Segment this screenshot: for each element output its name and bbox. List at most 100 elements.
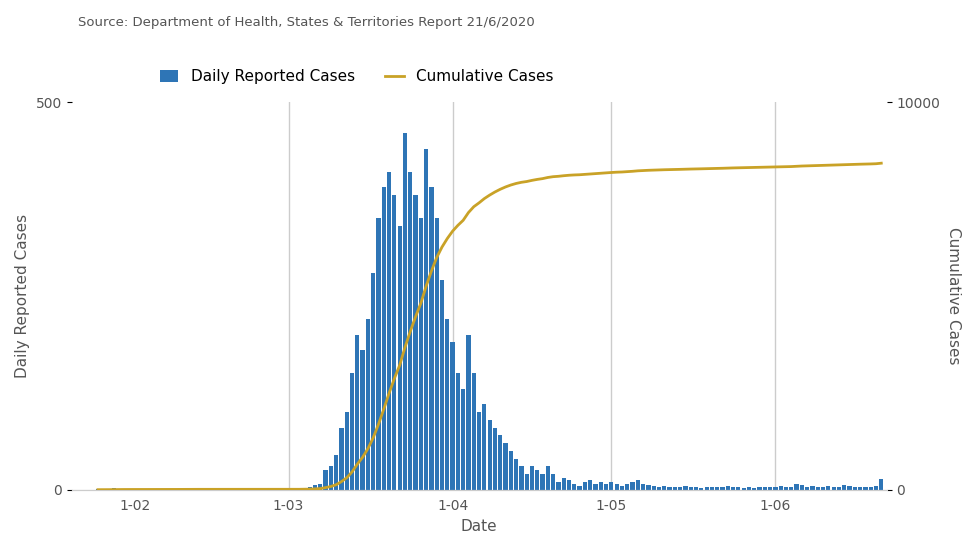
Bar bbox=[434, 219, 439, 490]
Bar bbox=[799, 485, 804, 490]
Bar bbox=[604, 484, 608, 490]
Bar bbox=[307, 488, 311, 490]
Bar bbox=[303, 488, 306, 490]
Bar bbox=[816, 488, 820, 490]
Bar bbox=[593, 484, 597, 490]
Bar bbox=[742, 488, 746, 490]
Bar bbox=[546, 467, 549, 490]
Bar bbox=[683, 486, 687, 490]
Bar bbox=[117, 489, 121, 490]
Bar bbox=[318, 484, 322, 490]
Bar bbox=[519, 467, 523, 490]
Bar bbox=[736, 488, 741, 490]
Bar bbox=[488, 420, 492, 490]
Bar bbox=[646, 485, 651, 490]
Bar bbox=[853, 486, 857, 490]
Bar bbox=[858, 486, 862, 490]
Bar bbox=[456, 373, 460, 490]
Bar bbox=[382, 187, 386, 490]
Bar bbox=[111, 488, 116, 490]
Bar bbox=[440, 281, 444, 490]
Bar bbox=[583, 482, 587, 490]
Bar bbox=[355, 335, 359, 490]
Bar bbox=[429, 187, 433, 490]
Bar bbox=[578, 486, 582, 490]
Bar bbox=[524, 474, 529, 490]
Bar bbox=[874, 486, 878, 490]
Bar bbox=[710, 486, 714, 490]
Bar bbox=[514, 459, 518, 490]
Bar bbox=[334, 455, 339, 490]
Bar bbox=[832, 488, 835, 490]
Bar bbox=[541, 474, 545, 490]
Bar bbox=[790, 486, 793, 490]
Bar bbox=[371, 273, 376, 490]
Bar bbox=[768, 488, 772, 490]
Bar bbox=[794, 484, 798, 490]
Bar bbox=[477, 412, 481, 490]
Legend: Daily Reported Cases, Cumulative Cases: Daily Reported Cases, Cumulative Cases bbox=[154, 63, 559, 91]
Bar bbox=[805, 486, 809, 490]
Bar bbox=[827, 486, 831, 490]
Bar bbox=[879, 479, 883, 490]
Text: Source: Department of Health, States & Territories Report 21/6/2020: Source: Department of Health, States & T… bbox=[78, 16, 535, 30]
Bar bbox=[641, 484, 645, 490]
Bar bbox=[705, 488, 709, 490]
Bar bbox=[392, 195, 396, 490]
Bar bbox=[551, 474, 555, 490]
Bar bbox=[731, 486, 735, 490]
Bar bbox=[609, 482, 614, 490]
Bar bbox=[377, 219, 381, 490]
Bar bbox=[313, 485, 317, 490]
Bar bbox=[467, 335, 470, 490]
Bar bbox=[508, 451, 513, 490]
Bar bbox=[864, 488, 868, 490]
Bar bbox=[720, 486, 724, 490]
Bar bbox=[572, 484, 577, 490]
Bar bbox=[482, 405, 486, 490]
Bar bbox=[366, 319, 370, 490]
Y-axis label: Cumulative Cases: Cumulative Cases bbox=[946, 227, 961, 365]
Bar bbox=[181, 489, 184, 490]
Bar bbox=[762, 488, 767, 490]
Bar bbox=[784, 488, 789, 490]
Bar bbox=[461, 389, 466, 490]
Bar bbox=[821, 486, 825, 490]
Bar bbox=[424, 149, 428, 490]
Bar bbox=[757, 488, 761, 490]
Bar bbox=[386, 172, 391, 490]
Bar bbox=[535, 470, 540, 490]
Bar bbox=[589, 480, 592, 490]
Bar bbox=[397, 226, 402, 490]
Bar bbox=[451, 343, 455, 490]
Bar bbox=[340, 428, 344, 490]
Bar bbox=[657, 486, 661, 490]
Bar bbox=[598, 482, 603, 490]
Bar bbox=[292, 489, 296, 490]
Bar bbox=[869, 486, 873, 490]
Bar bbox=[498, 435, 503, 490]
Bar bbox=[773, 486, 778, 490]
Bar bbox=[630, 482, 634, 490]
Bar bbox=[445, 319, 449, 490]
Bar bbox=[842, 485, 846, 490]
Bar bbox=[493, 428, 497, 490]
Bar bbox=[139, 489, 142, 490]
Bar bbox=[699, 488, 704, 490]
Bar bbox=[715, 488, 719, 490]
Bar bbox=[504, 443, 508, 490]
Bar bbox=[752, 488, 756, 490]
Bar bbox=[408, 172, 413, 490]
Bar bbox=[567, 480, 571, 490]
Bar bbox=[678, 488, 682, 490]
Bar bbox=[185, 489, 190, 490]
Bar bbox=[694, 486, 698, 490]
Bar bbox=[662, 486, 667, 490]
Bar bbox=[471, 373, 476, 490]
X-axis label: Date: Date bbox=[461, 519, 498, 534]
Bar bbox=[836, 486, 841, 490]
Bar bbox=[726, 486, 730, 490]
Bar bbox=[779, 486, 783, 490]
Bar bbox=[672, 486, 677, 490]
Bar bbox=[847, 486, 852, 490]
